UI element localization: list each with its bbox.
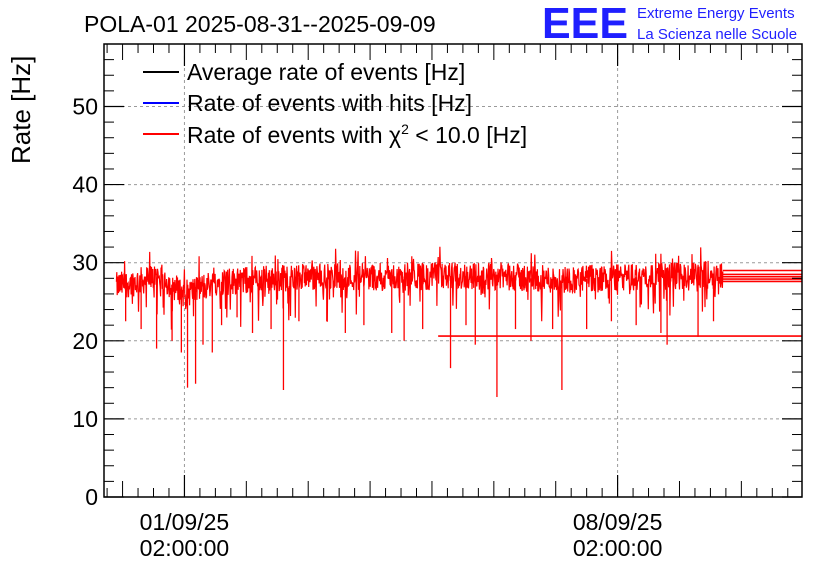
- y-axis-label: Rate [Hz]: [6, 56, 36, 164]
- eee-logo-acronym: EEE: [542, 0, 628, 48]
- x-tick-label-date: 08/09/25: [573, 509, 663, 535]
- grid-lines: [104, 44, 802, 497]
- y-tick-label: 50: [72, 93, 98, 119]
- legend: Average rate of events [Hz] Rate of even…: [143, 59, 527, 148]
- y-tick-label: 30: [72, 250, 98, 276]
- y-tick-label: 40: [72, 172, 98, 198]
- data-layer: [115, 246, 802, 398]
- chart-title: POLA-01 2025-08-31--2025-09-09: [84, 11, 436, 37]
- eee-logo-line2: La Scienza nelle Scuole: [637, 26, 797, 43]
- x-tick-label-time: 02:00:00: [140, 535, 230, 561]
- legend-label-hits: Rate of events with hits [Hz]: [187, 90, 472, 116]
- x-tick-label-time: 02:00:00: [573, 535, 663, 561]
- legend-label-average: Average rate of events [Hz]: [187, 59, 465, 85]
- y-tick-label: 0: [85, 484, 98, 510]
- chi2-rate-trace: [115, 246, 724, 330]
- legend-label-chi2: Rate of events with χ2 < 10.0 [Hz]: [187, 121, 527, 148]
- y-tick-labels: 0 10 20 30 40 50: [72, 93, 98, 510]
- y-tick-label: 10: [72, 406, 98, 432]
- eee-logo-line1: Extreme Energy Events: [637, 5, 795, 22]
- y-tick-label: 20: [72, 328, 98, 354]
- plot-frame: [103, 43, 803, 498]
- axes: [103, 43, 803, 498]
- x-tick-label-date: 01/09/25: [140, 509, 230, 535]
